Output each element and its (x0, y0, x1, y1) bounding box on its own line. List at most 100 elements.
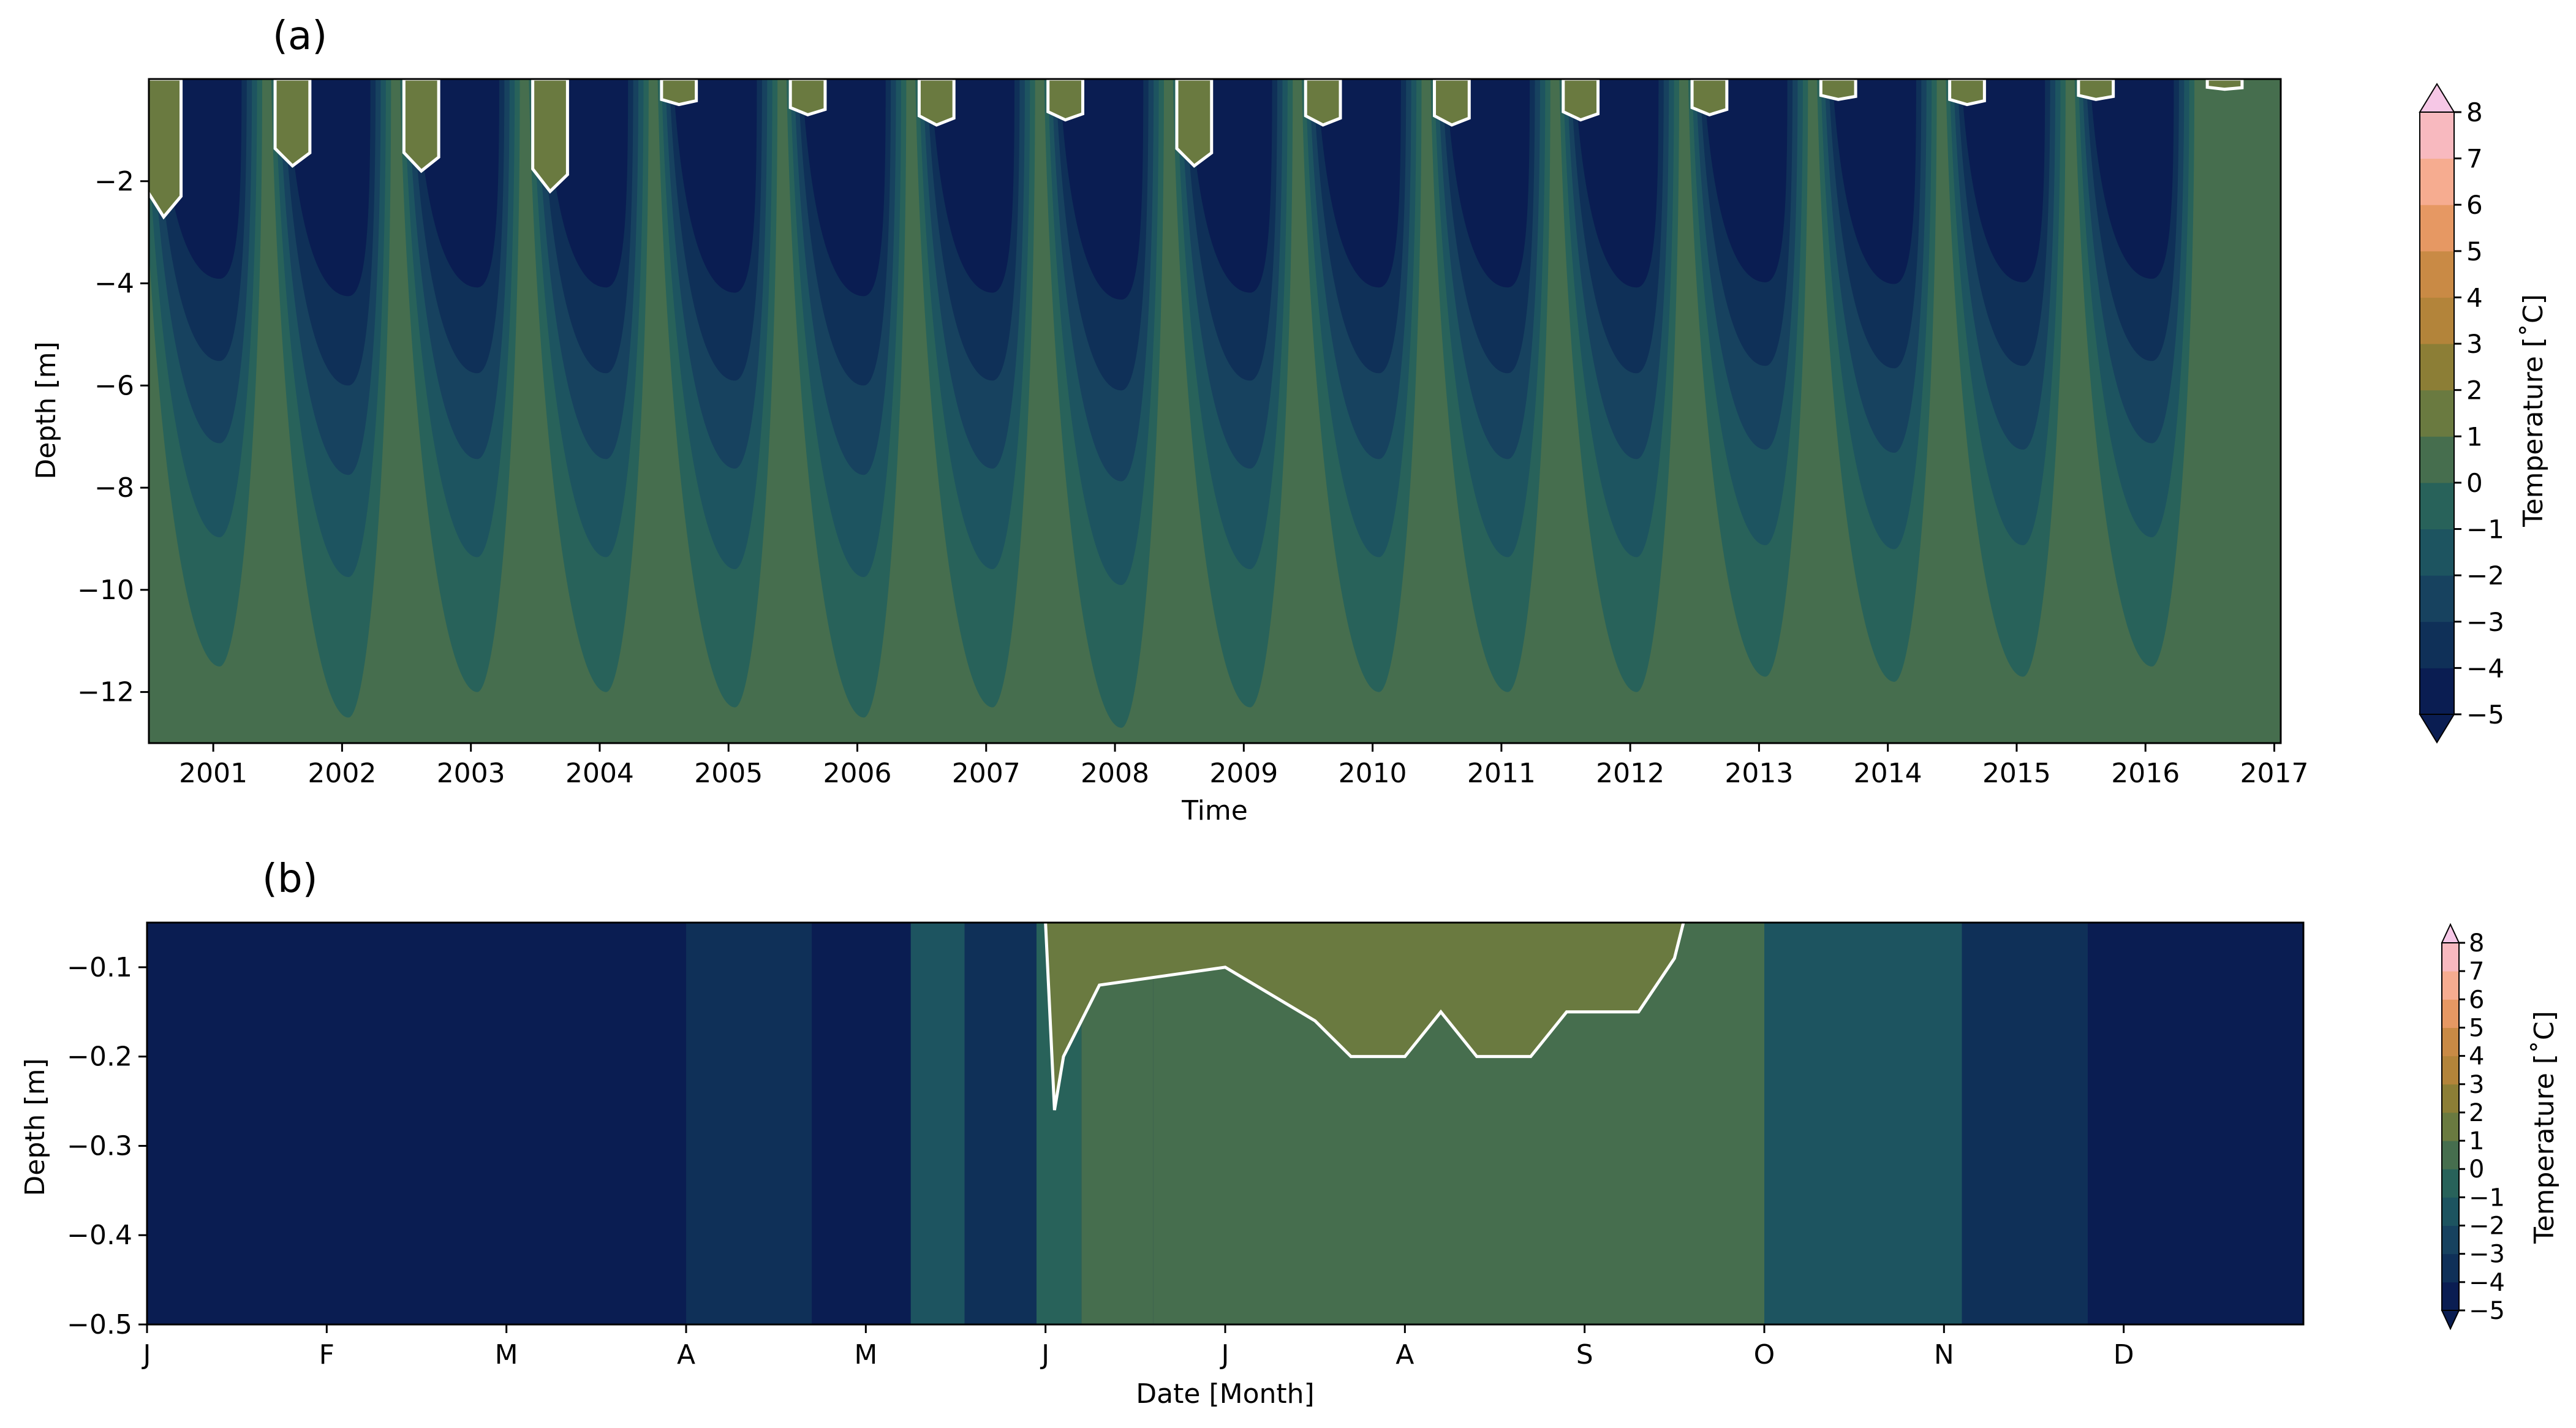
colorbar-extend-min (2441, 1310, 2460, 1331)
zero-contour-line (1044, 923, 1685, 1111)
thaw-pocket (1563, 79, 1598, 120)
colorbar-segment (2420, 158, 2454, 205)
freeze-band (931, 79, 1015, 293)
colorbar-tick-label: −5 (2469, 1297, 2505, 1325)
freeze-band (673, 79, 757, 293)
colorbar-segment (2420, 482, 2454, 530)
y-tick-label: −0.4 (67, 1220, 132, 1251)
freeze-band (1446, 79, 1530, 288)
x-tick-label: 2014 (1854, 758, 1922, 789)
zero-contour-line (1433, 79, 1471, 127)
zero-contour-line (1046, 79, 1084, 122)
colorbar-segment (2442, 1112, 2459, 1141)
x-tick-label: 2005 (694, 758, 763, 789)
colorbar-tick-label: −4 (2466, 653, 2504, 683)
y-tick-label: −8 (94, 472, 134, 504)
colorbar-extend-min (2419, 714, 2455, 744)
temperature-segment (686, 923, 812, 1324)
y-tick-label: −10 (77, 575, 134, 606)
x-tick-label: F (319, 1339, 334, 1370)
panel-a-y-label: Depth [m] (31, 341, 62, 479)
panel-b-x-label: Date [Month] (1136, 1378, 1314, 1410)
thaw-pocket (404, 79, 439, 172)
zero-contour-line (917, 79, 956, 127)
colorbar-tick-label: 6 (2469, 986, 2484, 1014)
colorbar-tick-label: 5 (2469, 1014, 2484, 1042)
colorbar-segment (2420, 251, 2454, 298)
freeze-lobe-2009 (1173, 79, 1293, 708)
thaw-pocket (1949, 79, 1985, 105)
x-tick-label: 2006 (823, 758, 892, 789)
colorbar-tick-label: −3 (2469, 1241, 2505, 1269)
zero-contour-line (1948, 79, 1986, 107)
y-tick-label: −0.2 (67, 1041, 132, 1073)
colorbar-tick-label: −1 (2469, 1184, 2505, 1212)
x-tick-label: O (1754, 1339, 1775, 1370)
colorbar-segment (2420, 297, 2454, 344)
thaw-pocket (1692, 79, 1727, 115)
colorbar-tick-label: 4 (2469, 1043, 2484, 1071)
x-tick-label: A (1396, 1339, 1414, 1370)
colorbar-segment (2442, 1027, 2459, 1057)
colorbar-segment (2442, 999, 2459, 1028)
temperature-segment (812, 923, 911, 1324)
zero-contour-line (660, 79, 698, 107)
colorbar-tick-label: −3 (2466, 607, 2504, 637)
colorbar-segment (2442, 1084, 2459, 1113)
y-tick-label: −12 (77, 677, 134, 708)
freeze-band (1832, 79, 1916, 284)
freeze-lobe-2012 (1559, 79, 1680, 692)
temperature-segment (964, 923, 1037, 1324)
x-tick-label: 2008 (1081, 758, 1149, 789)
freeze-lobe-2016 (2074, 79, 2195, 667)
freeze-band (1574, 79, 1659, 288)
panel-a-frame (148, 78, 2282, 744)
colorbar-tick-label: 6 (2466, 190, 2483, 220)
colorbar-tick-label: 4 (2466, 282, 2483, 312)
colorbar-segment (2420, 436, 2454, 483)
x-tick-label: 2012 (1596, 758, 1664, 789)
colorbar-tick-label: 7 (2466, 144, 2483, 174)
x-tick-label: 2007 (952, 758, 1021, 789)
y-tick-label: −0.5 (67, 1309, 132, 1340)
colorbar-tick-label: 3 (2466, 329, 2483, 359)
y-tick-label: −2 (94, 166, 134, 197)
panel-b-y-label: Depth [m] (20, 1058, 51, 1196)
x-tick-label: 2002 (308, 758, 376, 789)
panel-b-label: (b) (262, 856, 318, 902)
colorbar-segment (2442, 1197, 2459, 1226)
zero-contour-line (788, 79, 827, 117)
x-tick-label: 2004 (565, 758, 634, 789)
panel-a: (a) 2001 2002 2003 2004 2005 2006 2007 2008 2009… (31, 13, 2549, 826)
freeze-band (2090, 79, 2174, 279)
freeze-lobe-2015 (1946, 79, 2066, 677)
x-tick-label: 2017 (2240, 758, 2308, 789)
colorbar-segment (2442, 1282, 2459, 1311)
colorbar-segment (2420, 344, 2454, 391)
x-tick-label: 2003 (437, 758, 505, 789)
colorbar-segment (2442, 1253, 2459, 1283)
colorbar-tick-label: −4 (2469, 1269, 2505, 1297)
x-tick-label: J (1220, 1339, 1229, 1370)
colorbar-tick-label: 1 (2469, 1127, 2484, 1155)
x-tick-label: N (1934, 1339, 1954, 1370)
panel-a-plot-area (149, 79, 2281, 743)
x-tick-label: 2016 (2111, 758, 2180, 789)
panel-b-plot-area (147, 923, 2303, 1324)
y-tick-label: −4 (94, 268, 134, 300)
thaw-pocket (2078, 79, 2113, 100)
panel-a-x-label: Time (1181, 795, 1248, 826)
thaw-pocket (532, 79, 568, 192)
thaw-pocket (790, 79, 825, 115)
colorbar-extend-max (2419, 83, 2455, 113)
x-tick-label: 2013 (1724, 758, 1793, 789)
zero-contour-line (1175, 79, 1214, 168)
freeze-lobe-2013 (1688, 79, 1808, 677)
colorbar-segment (2420, 621, 2454, 668)
colorbar-segment (2442, 1169, 2459, 1198)
zero-contour-line (1819, 79, 1857, 101)
freeze-band (1059, 79, 1144, 300)
panel-b: (b) J F M A M J J A S O N D −0.1 −0.2 −0.3 −0.4 −0.5 Da… (20, 856, 2560, 1410)
